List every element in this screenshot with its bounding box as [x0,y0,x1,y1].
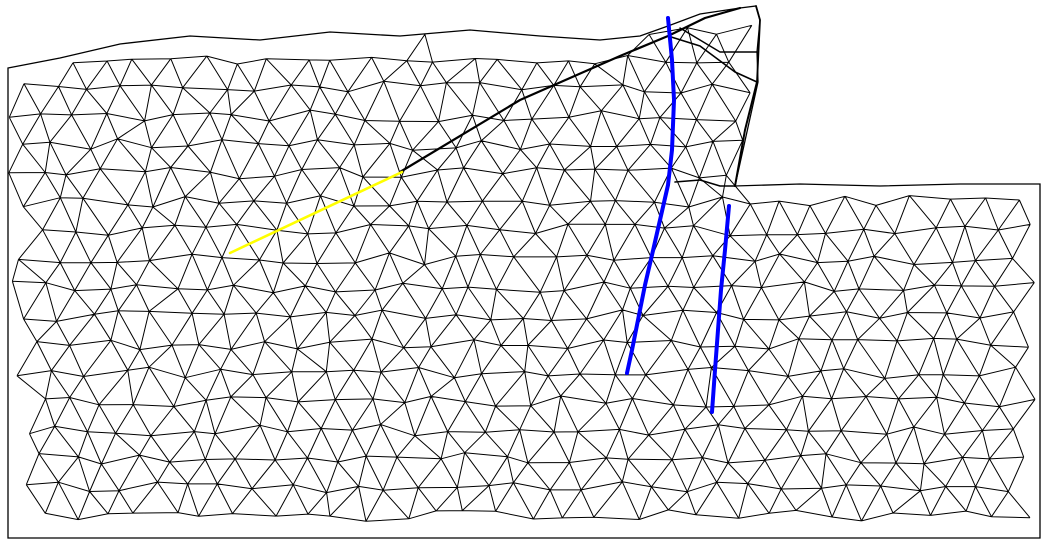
blue-reinforcement-2 [710,204,731,414]
blue-reinforcement-1 [625,16,676,375]
mesh-features [228,5,761,414]
scarp-toe [674,179,736,187]
domain-boundary [7,5,1041,539]
slip-line [398,6,742,174]
domain-outline [7,5,1041,539]
yellow-anchor-segment [228,170,404,255]
crest-edge [755,5,761,83]
failure-wedge-edge [667,35,758,83]
scarp-face [734,81,758,187]
wedge-inner-edge [679,27,758,53]
